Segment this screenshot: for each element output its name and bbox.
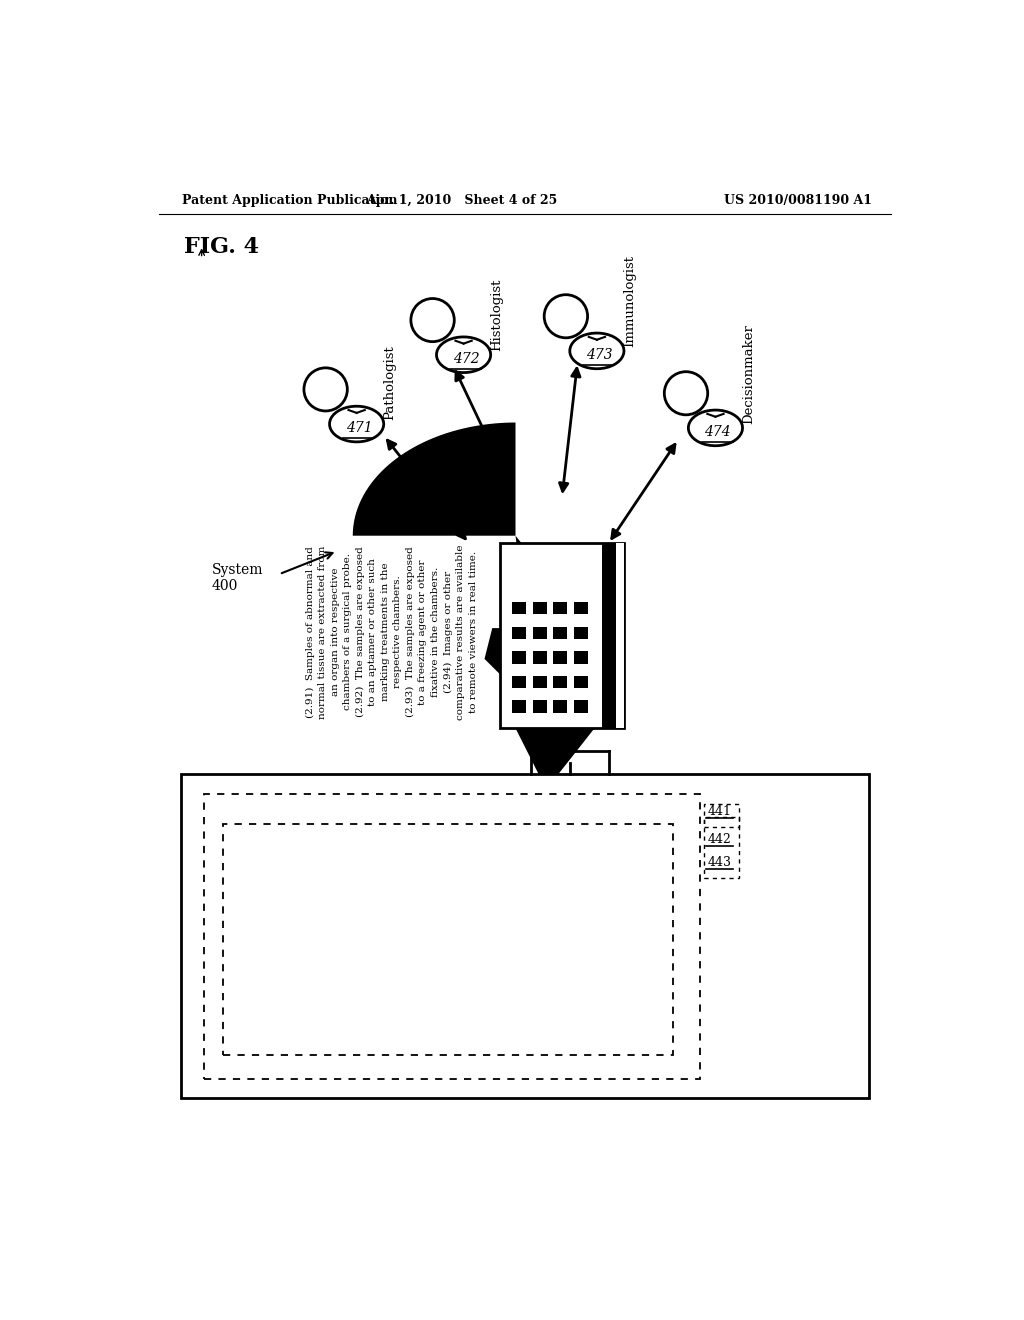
- Text: US 2010/0081190 A1: US 2010/0081190 A1: [724, 194, 872, 207]
- Text: 472: 472: [453, 351, 479, 366]
- Bar: [703, 817, 738, 878]
- Text: Histologist: Histologist: [490, 279, 504, 351]
- Polygon shape: [515, 536, 601, 667]
- Text: (2.91)  Samples of abnormal and
normal tissue are extracted from
an organ into r: (2.91) Samples of abnormal and normal ti…: [305, 544, 477, 719]
- Bar: [512, 602, 525, 614]
- Polygon shape: [515, 729, 595, 775]
- Bar: [554, 651, 567, 664]
- Polygon shape: [352, 422, 515, 536]
- Bar: [512, 651, 525, 664]
- Text: 441: 441: [708, 805, 731, 818]
- Bar: [532, 602, 547, 614]
- Text: Decisionmaker: Decisionmaker: [742, 325, 756, 424]
- Bar: [554, 701, 567, 713]
- Text: FIG. 4: FIG. 4: [183, 236, 259, 257]
- Text: 443: 443: [708, 857, 731, 870]
- Bar: [204, 793, 700, 1078]
- Bar: [512, 701, 525, 713]
- Bar: [616, 544, 624, 729]
- Bar: [574, 627, 589, 639]
- Bar: [574, 676, 589, 688]
- Bar: [512, 676, 525, 688]
- Text: 473: 473: [586, 347, 612, 362]
- Bar: [532, 701, 547, 713]
- Text: Immunologist: Immunologist: [624, 255, 637, 347]
- Text: 471: 471: [346, 421, 373, 434]
- Bar: [512, 627, 525, 639]
- Bar: [574, 701, 589, 713]
- Bar: [223, 825, 673, 1056]
- Bar: [532, 651, 547, 664]
- Text: Apr. 1, 2010   Sheet 4 of 25: Apr. 1, 2010 Sheet 4 of 25: [366, 194, 557, 207]
- Polygon shape: [484, 628, 569, 705]
- Text: Pathologist: Pathologist: [383, 346, 396, 420]
- Bar: [602, 544, 616, 729]
- Bar: [500, 544, 624, 729]
- Bar: [180, 775, 869, 1098]
- Bar: [574, 651, 589, 664]
- Text: System
400: System 400: [212, 562, 263, 593]
- Bar: [554, 627, 567, 639]
- Text: Patent Application Publication: Patent Application Publication: [182, 194, 397, 207]
- Bar: [532, 627, 547, 639]
- Bar: [703, 804, 738, 826]
- Text: 442: 442: [708, 833, 731, 846]
- Text: 474: 474: [705, 425, 731, 438]
- Bar: [554, 602, 567, 614]
- Bar: [574, 602, 589, 614]
- Bar: [532, 676, 547, 688]
- Bar: [554, 676, 567, 688]
